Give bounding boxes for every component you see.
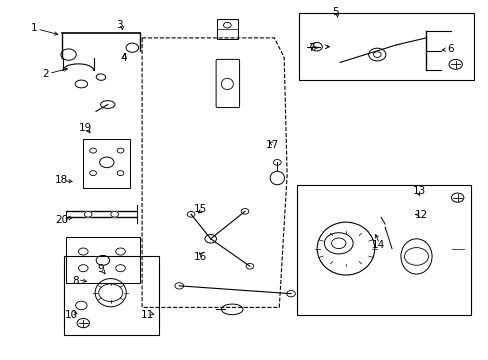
Bar: [216, 19, 238, 39]
Text: 16: 16: [193, 252, 206, 262]
Circle shape: [84, 211, 92, 217]
Circle shape: [111, 211, 118, 217]
Text: 6: 6: [447, 45, 453, 54]
Text: 5: 5: [331, 8, 338, 17]
Text: 19: 19: [79, 123, 92, 133]
Bar: [298, 13, 473, 80]
Text: 7: 7: [307, 43, 314, 53]
Bar: [63, 256, 159, 335]
Text: 10: 10: [64, 310, 78, 320]
Bar: [296, 185, 470, 315]
Text: 2: 2: [42, 69, 49, 79]
Text: 12: 12: [414, 210, 427, 220]
Text: 14: 14: [371, 240, 385, 250]
Text: 18: 18: [55, 175, 68, 185]
Text: 13: 13: [412, 186, 426, 196]
Text: 4: 4: [120, 53, 127, 63]
Text: 15: 15: [193, 204, 206, 214]
Text: 8: 8: [72, 275, 79, 285]
Text: 17: 17: [265, 140, 278, 150]
Text: 1: 1: [30, 23, 37, 33]
Text: 3: 3: [116, 20, 123, 30]
Bar: [83, 139, 130, 188]
Text: 20: 20: [55, 215, 68, 225]
Text: 9: 9: [97, 264, 104, 274]
Bar: [65, 237, 140, 283]
Text: 11: 11: [141, 310, 154, 320]
